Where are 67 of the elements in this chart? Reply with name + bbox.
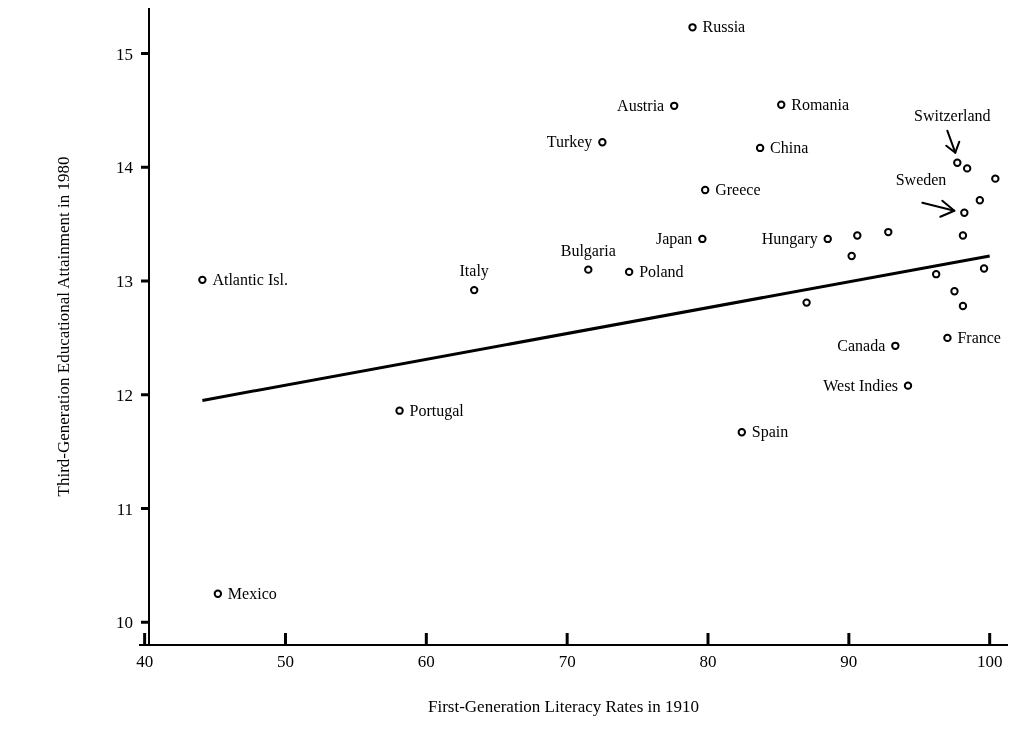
x-tick-label: 70: [558, 652, 576, 671]
y-tick-label: 10: [116, 613, 133, 633]
annotation: Turkey: [546, 133, 593, 152]
point: [931, 269, 941, 279]
point: [802, 298, 811, 307]
annotation: Poland: [639, 262, 684, 280]
x-tick-label: 60: [417, 652, 435, 671]
annotation: China: [770, 138, 809, 156]
point: [958, 301, 968, 311]
point: [470, 285, 479, 295]
point: [950, 287, 959, 296]
annotation: Russia: [702, 18, 746, 36]
point: [598, 138, 607, 147]
annotation: West Indies: [823, 376, 898, 394]
point: [698, 234, 707, 244]
y-tick-label: 15: [116, 44, 133, 64]
annotation: Canada: [837, 336, 886, 354]
point: [755, 143, 765, 153]
y-axis-title: Third-Generation Educational Attainment in 1980: [54, 156, 73, 497]
point: [962, 164, 972, 173]
point: [213, 589, 223, 599]
x-axis-title: First-Generation Literacy Rates in 1910: [428, 697, 699, 716]
point: [991, 174, 1000, 183]
point: [960, 208, 969, 217]
point: [777, 100, 786, 109]
annotation: Bulgaria: [560, 241, 616, 260]
point: [958, 231, 968, 240]
point: [700, 185, 710, 195]
annotation: Spain: [751, 423, 789, 442]
y-tick-label: 14: [116, 158, 134, 178]
point: [624, 267, 634, 277]
point: [884, 227, 893, 237]
point: [953, 158, 962, 167]
x-tick-label: 80: [699, 652, 717, 671]
point: [198, 275, 207, 285]
point: [943, 333, 952, 343]
annotation: Mexico: [227, 584, 277, 602]
y-tick-label: 12: [116, 385, 133, 405]
point: [823, 234, 832, 244]
annotation: Sweden: [895, 170, 947, 188]
point: [737, 428, 747, 437]
annotation: France: [957, 328, 1001, 346]
x-tick-label: 100: [976, 652, 1003, 671]
point: [975, 196, 985, 205]
annotation: Greece: [715, 181, 761, 198]
x-tick-label: 50: [276, 652, 294, 671]
point: [853, 231, 862, 240]
point: [670, 101, 679, 111]
point: [584, 265, 593, 274]
annotation: Italy: [459, 262, 489, 281]
point: [903, 381, 913, 390]
annotation: Japan: [655, 229, 693, 248]
x-tick-label: 40: [136, 652, 154, 671]
x-tick-label: 90: [840, 652, 858, 671]
point: [891, 341, 900, 351]
point: [688, 23, 697, 32]
annotation: Atlantic Isl.: [212, 270, 288, 288]
point: [979, 264, 989, 273]
annotation: Switzerland: [914, 106, 991, 124]
y-tick-label: 13: [116, 272, 133, 291]
annotation: Romania: [791, 95, 850, 113]
y-tick-label: 11: [116, 499, 133, 519]
annotation: Austria: [617, 96, 665, 114]
annotation: Portugal: [409, 401, 465, 420]
point: [847, 251, 856, 261]
point: [395, 406, 404, 415]
annotation: Hungary: [761, 229, 818, 248]
